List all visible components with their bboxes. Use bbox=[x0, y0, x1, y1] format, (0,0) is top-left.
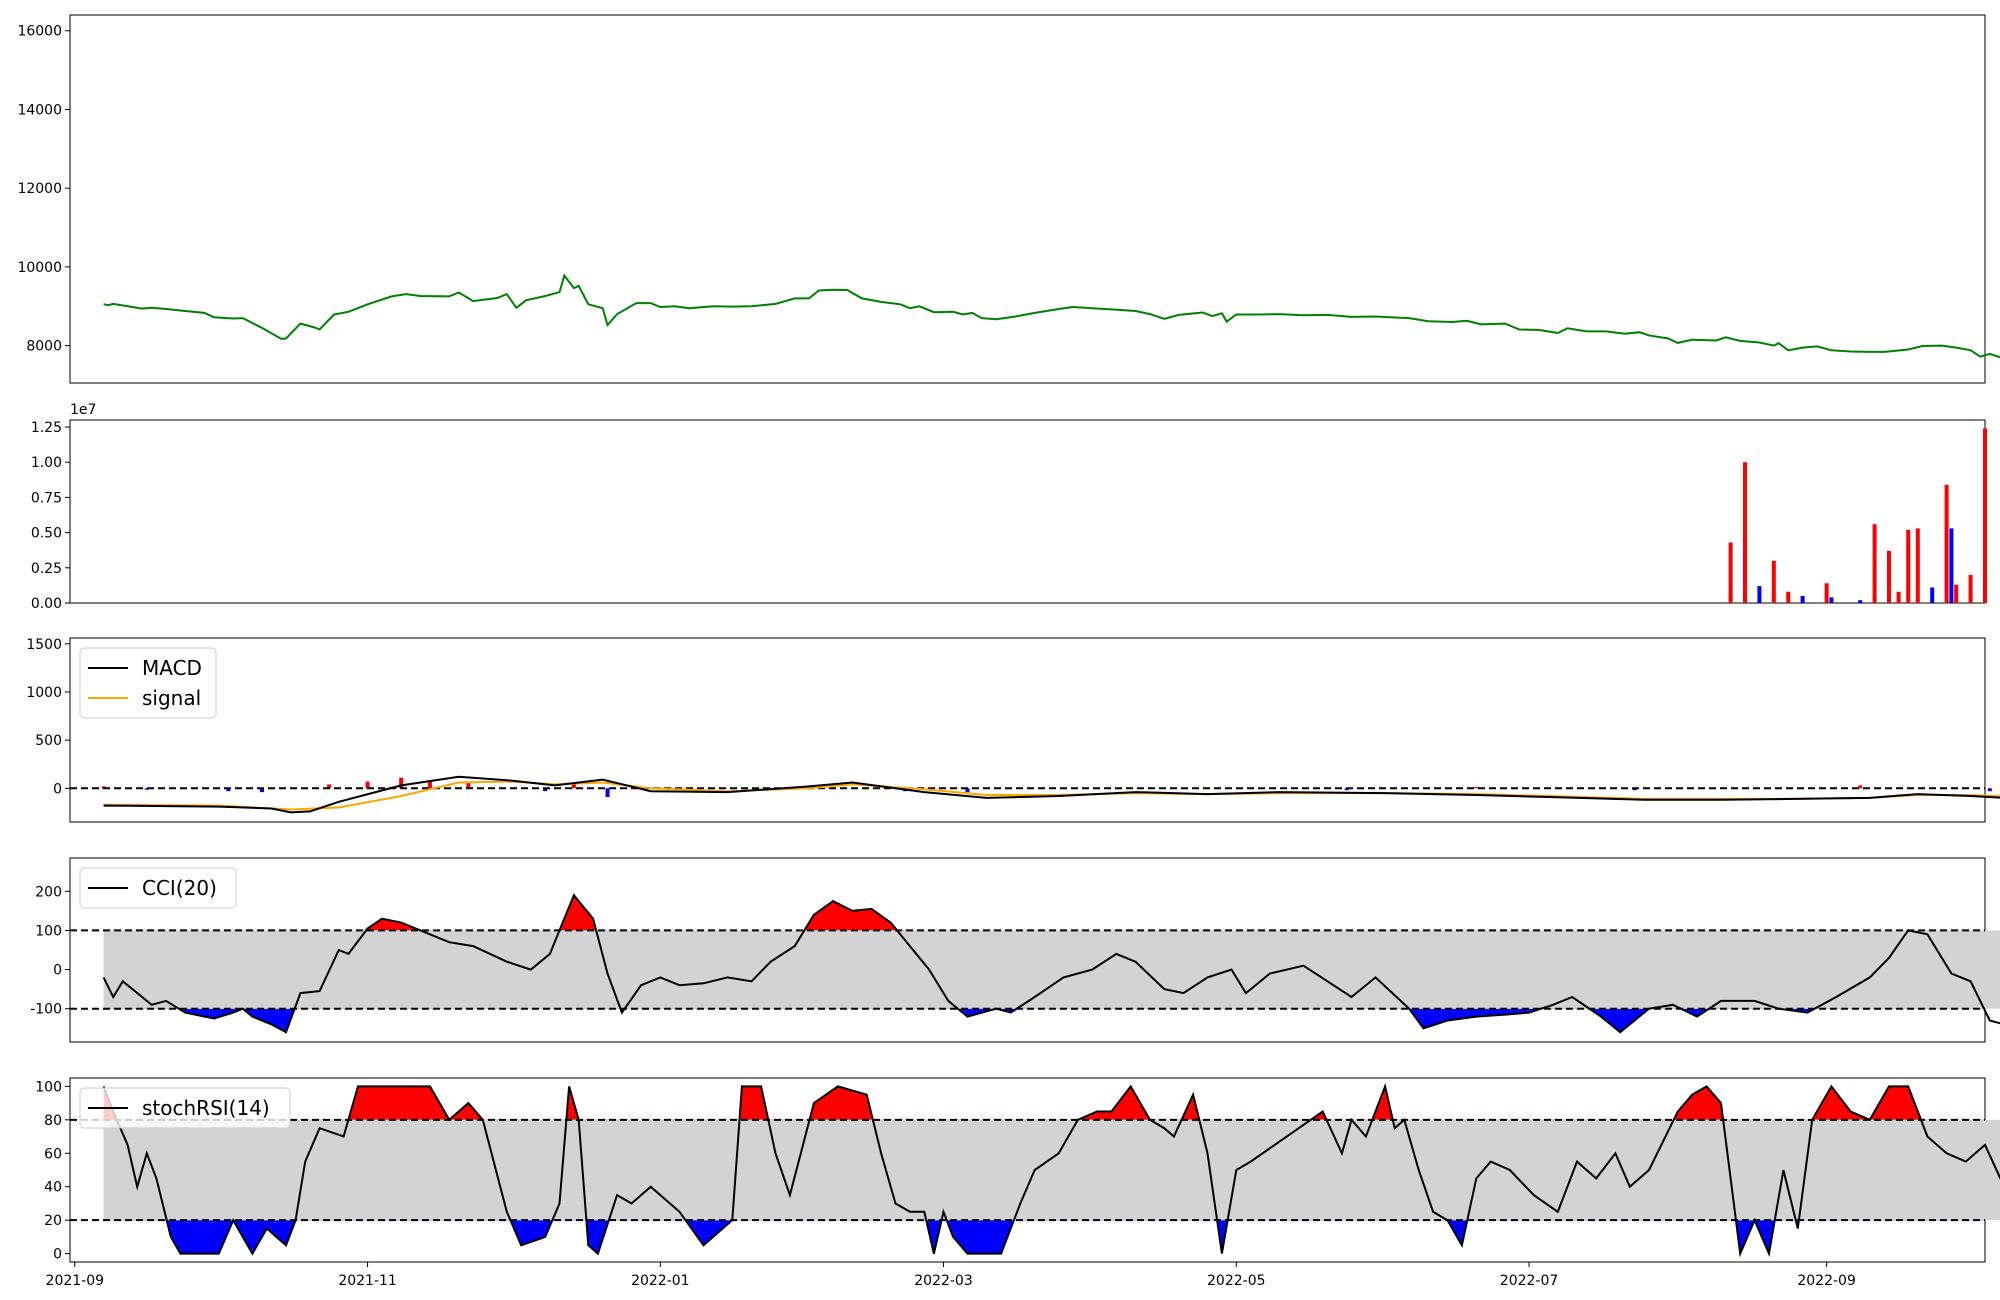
macd-histogram-bar bbox=[1987, 788, 1992, 792]
panel-2-ytick-label: 1500 bbox=[26, 637, 62, 653]
panel-4-ytick-label: 20 bbox=[44, 1213, 62, 1229]
panel-2-ytick-label: 1000 bbox=[26, 685, 62, 701]
panel-4-ytick-label: 0 bbox=[53, 1247, 62, 1263]
panel-2-legend bbox=[79, 647, 217, 719]
macd-histogram-bar bbox=[399, 777, 404, 789]
macd-histogram-bar bbox=[543, 788, 548, 792]
xtick-label: 2022-01 bbox=[631, 1273, 690, 1289]
panel-4-ytick-label: 100 bbox=[35, 1079, 62, 1095]
panel-0-ytick-label: 8000 bbox=[26, 339, 62, 355]
macd-histogram-bar bbox=[327, 784, 332, 789]
volume-bar-up bbox=[1915, 528, 1920, 603]
panel-2-ytick-label: 500 bbox=[35, 733, 62, 749]
panel-0-ytick-label: 10000 bbox=[17, 260, 62, 276]
panel-0-ytick-label: 14000 bbox=[17, 102, 62, 118]
macd-histogram-bar bbox=[965, 788, 970, 793]
volume-scale-label: 1e7 bbox=[70, 402, 96, 418]
volume-bar-up bbox=[1887, 550, 1892, 603]
macd-histogram-bar bbox=[226, 788, 231, 792]
panel-4-ytick-label: 60 bbox=[44, 1146, 62, 1162]
volume-bar-down bbox=[1858, 600, 1863, 603]
xtick-label: 2022-07 bbox=[1500, 1273, 1559, 1289]
signal-line bbox=[103, 780, 2000, 811]
legend-label-cci: CCI(20) bbox=[142, 876, 217, 900]
volume-bar-down bbox=[1949, 528, 1954, 603]
panel-4-ytick-label: 40 bbox=[44, 1180, 62, 1196]
volume-bar-down bbox=[1800, 595, 1805, 603]
panel-1-ytick-label: 0.00 bbox=[31, 596, 62, 612]
macd-histogram-bar bbox=[365, 781, 370, 789]
panel-4-ytick-label: 80 bbox=[44, 1113, 62, 1129]
panel-0-ytick-label: 16000 bbox=[17, 24, 62, 40]
macd-histogram-bar bbox=[1858, 785, 1863, 789]
panel-1-ytick-label: 1.00 bbox=[31, 455, 62, 471]
xtick-label: 2022-09 bbox=[1797, 1273, 1856, 1289]
panel-3-ytick-label: -100 bbox=[30, 1002, 62, 1018]
xtick-label: 2021-11 bbox=[338, 1273, 397, 1289]
macd-histogram-bar bbox=[571, 783, 576, 789]
cci-line bbox=[102, 893, 2000, 1034]
volume-bar-up bbox=[1786, 591, 1791, 603]
panel-3-ytick-label: 0 bbox=[53, 963, 62, 979]
volume-bar-up bbox=[1872, 524, 1877, 603]
panel-1-ytick-label: 1.25 bbox=[31, 420, 62, 436]
volume-bar-up bbox=[1824, 583, 1829, 603]
panel-0-frame bbox=[69, 14, 1986, 384]
legend-label-signal: signal bbox=[142, 686, 201, 710]
macd-line bbox=[103, 775, 2000, 814]
volume-bar-down bbox=[1829, 597, 1834, 603]
xtick-label: 2022-03 bbox=[914, 1273, 973, 1289]
panel-1-frame bbox=[69, 419, 1986, 604]
panel-2-frame bbox=[69, 637, 1986, 823]
cci-neutral-band bbox=[103, 930, 2000, 1009]
macd-histogram-bar bbox=[1474, 786, 1479, 789]
panel-4-legend bbox=[79, 1087, 291, 1129]
volume-bar-up bbox=[1771, 560, 1776, 603]
volume-bar-up bbox=[1728, 542, 1733, 603]
price-line bbox=[103, 273, 2000, 359]
legend-label-macd: MACD bbox=[142, 656, 202, 680]
panel-3-legend bbox=[79, 867, 237, 909]
volume-bar-down bbox=[1930, 587, 1935, 603]
macd-histogram-bar bbox=[605, 788, 610, 797]
stochrsi-line bbox=[102, 1082, 2000, 1258]
volume-bar-up bbox=[1944, 484, 1949, 603]
stochrsi-overbought-fill bbox=[103, 1086, 1985, 1120]
volume-bar-down bbox=[1757, 586, 1762, 603]
macd-histogram-bar bbox=[466, 782, 471, 789]
panel-1-ytick-label: 0.75 bbox=[31, 490, 62, 506]
cci-oversold-fill bbox=[178, 1008, 1985, 1033]
volume-bar-up bbox=[1983, 428, 1987, 603]
volume-bar-up bbox=[1906, 529, 1911, 603]
volume-bar-up bbox=[1954, 584, 1959, 603]
xtick-label: 2021-09 bbox=[46, 1273, 105, 1289]
stochrsi-neutral-band bbox=[103, 1119, 2000, 1221]
legend-label-stochrsi: stochRSI(14) bbox=[142, 1096, 270, 1120]
panel-1-ytick-label: 0.50 bbox=[31, 526, 62, 542]
xtick-label: 2022-05 bbox=[1207, 1273, 1266, 1289]
macd-histogram-bar bbox=[144, 788, 149, 790]
panel-1-ytick-label: 0.25 bbox=[31, 561, 62, 577]
macd-histogram-bar bbox=[259, 788, 264, 793]
cci-overbought-fill bbox=[103, 895, 1985, 931]
macd-histogram-bar bbox=[427, 780, 432, 789]
volume-bar-up bbox=[1896, 591, 1901, 603]
panel-3-ytick-label: 200 bbox=[35, 884, 62, 900]
volume-bar-up bbox=[1743, 462, 1748, 603]
panel-3-ytick-label: 100 bbox=[35, 923, 62, 939]
volume-bar-up bbox=[1968, 574, 1973, 603]
panel-0-ytick-label: 12000 bbox=[17, 181, 62, 197]
panel-2-ytick-label: 0 bbox=[53, 781, 62, 797]
